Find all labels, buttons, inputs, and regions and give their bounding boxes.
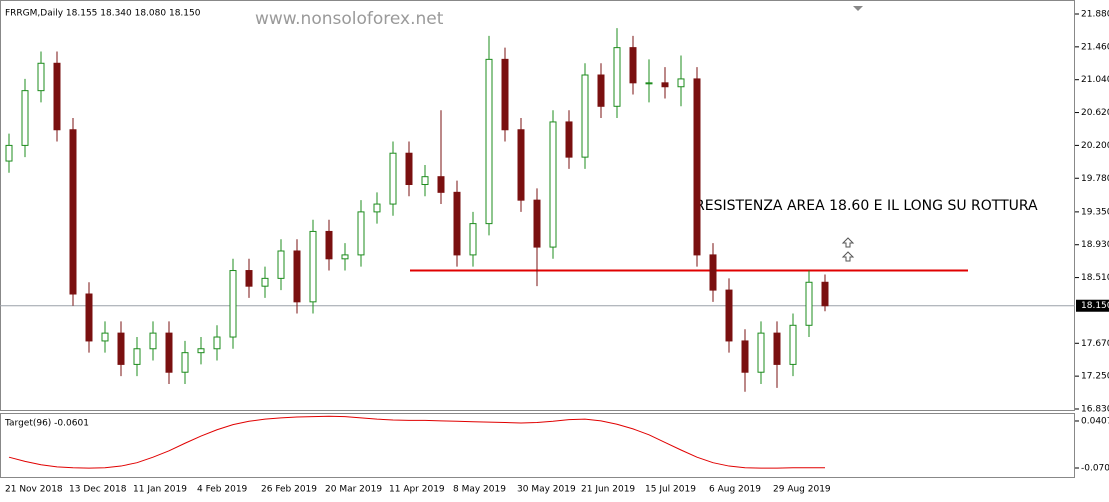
candle-body	[709, 254, 717, 291]
candle-body	[277, 250, 285, 279]
y-tick-label: 19.780	[1081, 174, 1109, 184]
candle-body	[149, 332, 157, 350]
chart-header: FRRGM,Daily 18.155 18.340 18.080 18.150	[5, 9, 201, 19]
candle-body	[293, 250, 301, 303]
candle-body	[453, 191, 461, 256]
candle-body	[405, 152, 413, 186]
candle-body	[5, 144, 13, 162]
y-tick-label: 19.350	[1081, 207, 1109, 217]
x-tick-label: 21 Jun 2019	[581, 485, 635, 495]
x-tick-label: 11 Apr 2019	[389, 485, 445, 495]
x-tick-label: 29 Aug 2019	[773, 485, 831, 495]
x-tick-label: 15 Jul 2019	[645, 485, 696, 495]
y-tick-label: 21.040	[1081, 75, 1109, 85]
y-tick-label: 20.200	[1081, 141, 1109, 151]
candle-body	[85, 293, 93, 342]
y-tick-label: 17.250	[1081, 372, 1109, 382]
candle-body	[581, 74, 589, 158]
candle-body	[661, 82, 669, 88]
candle-body	[533, 199, 541, 248]
candle-body	[21, 90, 29, 146]
candle-body	[517, 129, 525, 201]
candle-body	[197, 348, 205, 354]
x-tick-label: 21 Nov 2018	[5, 485, 63, 495]
candle-body	[565, 121, 573, 158]
candle-body	[181, 352, 189, 373]
x-tick-label: 6 Aug 2019	[709, 485, 761, 495]
candle-body	[773, 332, 781, 365]
candle-body	[165, 332, 173, 373]
candle-body	[437, 176, 445, 193]
x-tick-label: 20 Mar 2019	[325, 485, 382, 495]
y-tick-label: 21.460	[1081, 42, 1109, 52]
candle-body	[421, 176, 429, 186]
candle-body	[37, 62, 45, 92]
candle-body	[229, 270, 237, 338]
y-tick-label: -0.0706	[1081, 464, 1109, 474]
watermark: www.nonsoloforex.net	[255, 9, 444, 29]
x-tick-label: 26 Feb 2019	[261, 485, 317, 495]
candle-body	[53, 62, 61, 131]
y-tick-label: 21.880	[1081, 10, 1109, 20]
indicator-title: Target(96) -0.0601	[4, 419, 89, 429]
y-tick-label: 20.620	[1081, 108, 1109, 118]
candle-body	[133, 348, 141, 365]
y-tick-label: 18.930	[1081, 240, 1109, 250]
candle-body	[645, 82, 653, 85]
candle-body	[805, 281, 813, 326]
candle-body	[613, 47, 621, 107]
candle-body	[389, 152, 397, 205]
candle-body	[725, 289, 733, 342]
y-tick-label: 18.510	[1081, 273, 1109, 283]
candle-body	[261, 277, 269, 287]
candle-body	[325, 230, 333, 260]
annotation: RESISTENZA AREA 18.60 E IL LONG SU ROTTU…	[695, 198, 1038, 214]
x-tick-label: 13 Dec 2018	[69, 485, 127, 495]
y-tick-label: 17.670	[1081, 339, 1109, 349]
last-price-box	[1076, 299, 1109, 312]
x-tick-label: 11 Jan 2019	[133, 485, 187, 495]
candle-body	[677, 78, 685, 88]
last-price-label: 18.150	[1081, 301, 1109, 311]
candle-body	[357, 211, 365, 256]
y-tick-label: 0.0407	[1081, 416, 1109, 426]
candle-body	[469, 223, 477, 256]
candle-body	[501, 58, 509, 131]
candle-body	[789, 324, 797, 365]
candle-body	[245, 270, 253, 287]
candle-body	[629, 47, 637, 84]
indicator-panel	[0, 413, 1075, 478]
scroll-marker	[853, 6, 863, 11]
candle-body	[117, 332, 125, 365]
candle-body	[757, 332, 765, 373]
x-tick-label: 4 Feb 2019	[197, 485, 248, 495]
candle-body	[341, 254, 349, 260]
candle-body	[693, 78, 701, 256]
candle-body	[821, 281, 829, 307]
y-tick-label: 16.830	[1081, 404, 1109, 414]
candle-body	[373, 203, 381, 213]
candle-body	[597, 74, 605, 107]
indicator-line	[8, 415, 825, 469]
candle-body	[101, 332, 109, 342]
candle-body	[549, 121, 557, 248]
candle-body	[69, 129, 77, 295]
candle-body	[485, 58, 493, 225]
candle-body	[213, 336, 221, 350]
candle-body	[741, 340, 749, 373]
x-tick-label: 8 May 2019	[453, 485, 506, 495]
candle-body	[309, 230, 317, 303]
x-tick-label: 30 May 2019	[517, 485, 576, 495]
arrow-icons	[841, 237, 855, 262]
